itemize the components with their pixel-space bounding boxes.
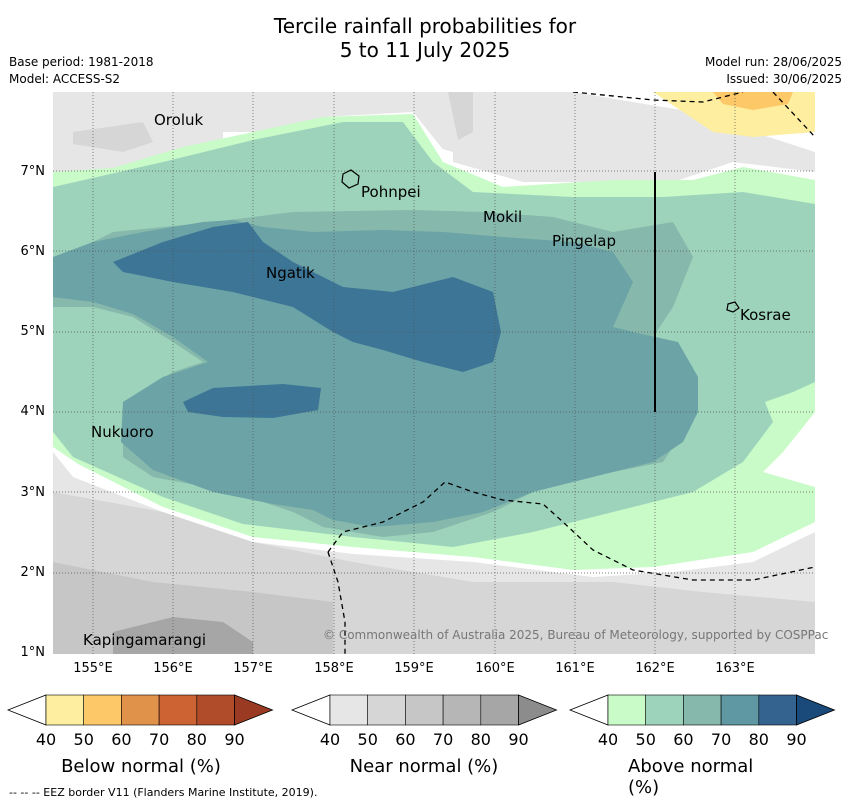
near-normal-70-area <box>113 617 253 654</box>
lat-tick: 3°N <box>20 485 46 500</box>
colorbar-segment <box>121 694 160 726</box>
colorbar-arrow-low <box>290 694 331 726</box>
place-kosrae: Kosrae <box>740 306 791 324</box>
colorbar-tick-label: 40 <box>597 730 619 749</box>
lon-tick: 158°E <box>314 661 354 676</box>
meta-left: Base period: 1981-2018 Model: ACCESS-S2 <box>9 54 154 88</box>
colorbar-arrow-low <box>568 694 609 726</box>
colorbar-arrow-high <box>796 694 836 726</box>
lon-tick: 156°E <box>153 661 193 676</box>
colorbar-tick-label: 50 <box>73 730 94 749</box>
rainfall-map <box>53 92 815 654</box>
colorbar-title-above: Above normal (%) <box>628 756 754 798</box>
below-normal-50-area <box>713 92 793 110</box>
eez-border <box>327 92 815 654</box>
lon-tick: 155°E <box>73 661 113 676</box>
colorbar-segment <box>645 694 684 726</box>
copyright-notice: © Commonwealth of Australia 2025, Bureau… <box>323 628 829 642</box>
colorbar-arrow-high <box>518 694 558 726</box>
colorbar-tick-label: 40 <box>35 730 57 749</box>
colorbar-below-normal <box>6 694 274 726</box>
colorbar-segment <box>329 694 369 726</box>
lon-tick: 160°E <box>475 661 515 676</box>
colorbar-segment <box>607 694 647 726</box>
issued-date: Issued: 30/06/2025 <box>726 72 842 86</box>
colorbar-segment <box>758 694 797 726</box>
colorbar-segment <box>683 694 722 726</box>
colorbar-segment <box>367 694 406 726</box>
colorbar-segment <box>158 694 198 726</box>
colorbar-tick-label: 60 <box>673 730 694 749</box>
colorbar-tick-label: 60 <box>395 730 416 749</box>
graticule <box>53 92 815 654</box>
above-normal-70-area <box>113 222 501 372</box>
place-mokil: Mokil <box>483 208 523 226</box>
lat-tick: 4°N <box>20 404 46 419</box>
lon-tick: 163°E <box>715 661 755 676</box>
place-ngatik: Ngatik <box>266 264 315 282</box>
lon-tick: 161°E <box>555 661 595 676</box>
colorbar-tick-label: 70 <box>148 730 170 749</box>
colorbar-tick-label: 80 <box>748 730 769 749</box>
kosrae-island <box>726 301 740 313</box>
colorbar-above-normal <box>568 694 836 726</box>
colorbar-tick-label: 70 <box>432 730 454 749</box>
colorbar-segment <box>480 694 519 726</box>
place-oroluk: Oroluk <box>154 111 204 129</box>
colorbar-tick-label: 80 <box>470 730 491 749</box>
colorbar-tick-label: 40 <box>319 730 341 749</box>
base-period: Base period: 1981-2018 <box>9 55 154 69</box>
colorbar-tick-label: 90 <box>786 730 807 749</box>
lat-tick: 5°N <box>20 324 46 339</box>
lon-tick: 162°E <box>635 661 675 676</box>
title-line-1: Tercile rainfall probabilities for <box>273 14 577 38</box>
model-name: Model: ACCESS-S2 <box>9 72 121 86</box>
colorbar-segment <box>196 694 235 726</box>
colorbar-segment <box>45 694 85 726</box>
colorbar-tick-label: 90 <box>508 730 529 749</box>
lat-tick: 6°N <box>20 244 46 259</box>
lat-tick: 2°N <box>20 565 46 580</box>
colorbar-segment <box>405 694 444 726</box>
colorbar-tick-label: 50 <box>635 730 656 749</box>
colorbar-segment <box>442 694 482 726</box>
place-pingelap: Pingelap <box>552 232 617 250</box>
colorbar-arrow-low <box>6 694 47 726</box>
title-line-2: 5 to 11 July 2025 <box>339 38 511 62</box>
meta-right: Model run: 28/06/2025 Issued: 30/06/2025 <box>705 54 842 88</box>
colorbar-tick-label: 90 <box>224 730 245 749</box>
model-run: Model run: 28/06/2025 <box>704 55 842 69</box>
colorbar-segment <box>83 694 122 726</box>
colorbar-tick-label: 50 <box>357 730 378 749</box>
footnote: -- -- -- EEZ border V11 (Flanders Marine… <box>9 786 318 799</box>
colorbar-near-normal <box>290 694 558 726</box>
colorbars <box>6 694 836 726</box>
lon-tick: 159°E <box>394 661 434 676</box>
place-nukuoro: Nukuoro <box>91 423 154 441</box>
pohnpei-island <box>341 169 360 189</box>
lat-tick: 7°N <box>20 164 46 179</box>
lat-tick: 1°N <box>20 645 46 660</box>
colorbar-arrow-high <box>234 694 274 726</box>
colorbar-tick-label: 70 <box>710 730 732 749</box>
colorbar-title-below: Below normal (%) <box>61 756 221 777</box>
colorbar-segment <box>720 694 760 726</box>
colorbar-tick-label: 80 <box>186 730 207 749</box>
place-kapingamarangi: Kapingamarangi <box>83 631 207 649</box>
colorbar-tick-label: 60 <box>111 730 132 749</box>
lon-tick: 157°E <box>233 661 273 676</box>
colorbar-title-near: Near normal (%) <box>349 756 499 777</box>
place-pohnpei: Pohnpei <box>361 183 421 201</box>
